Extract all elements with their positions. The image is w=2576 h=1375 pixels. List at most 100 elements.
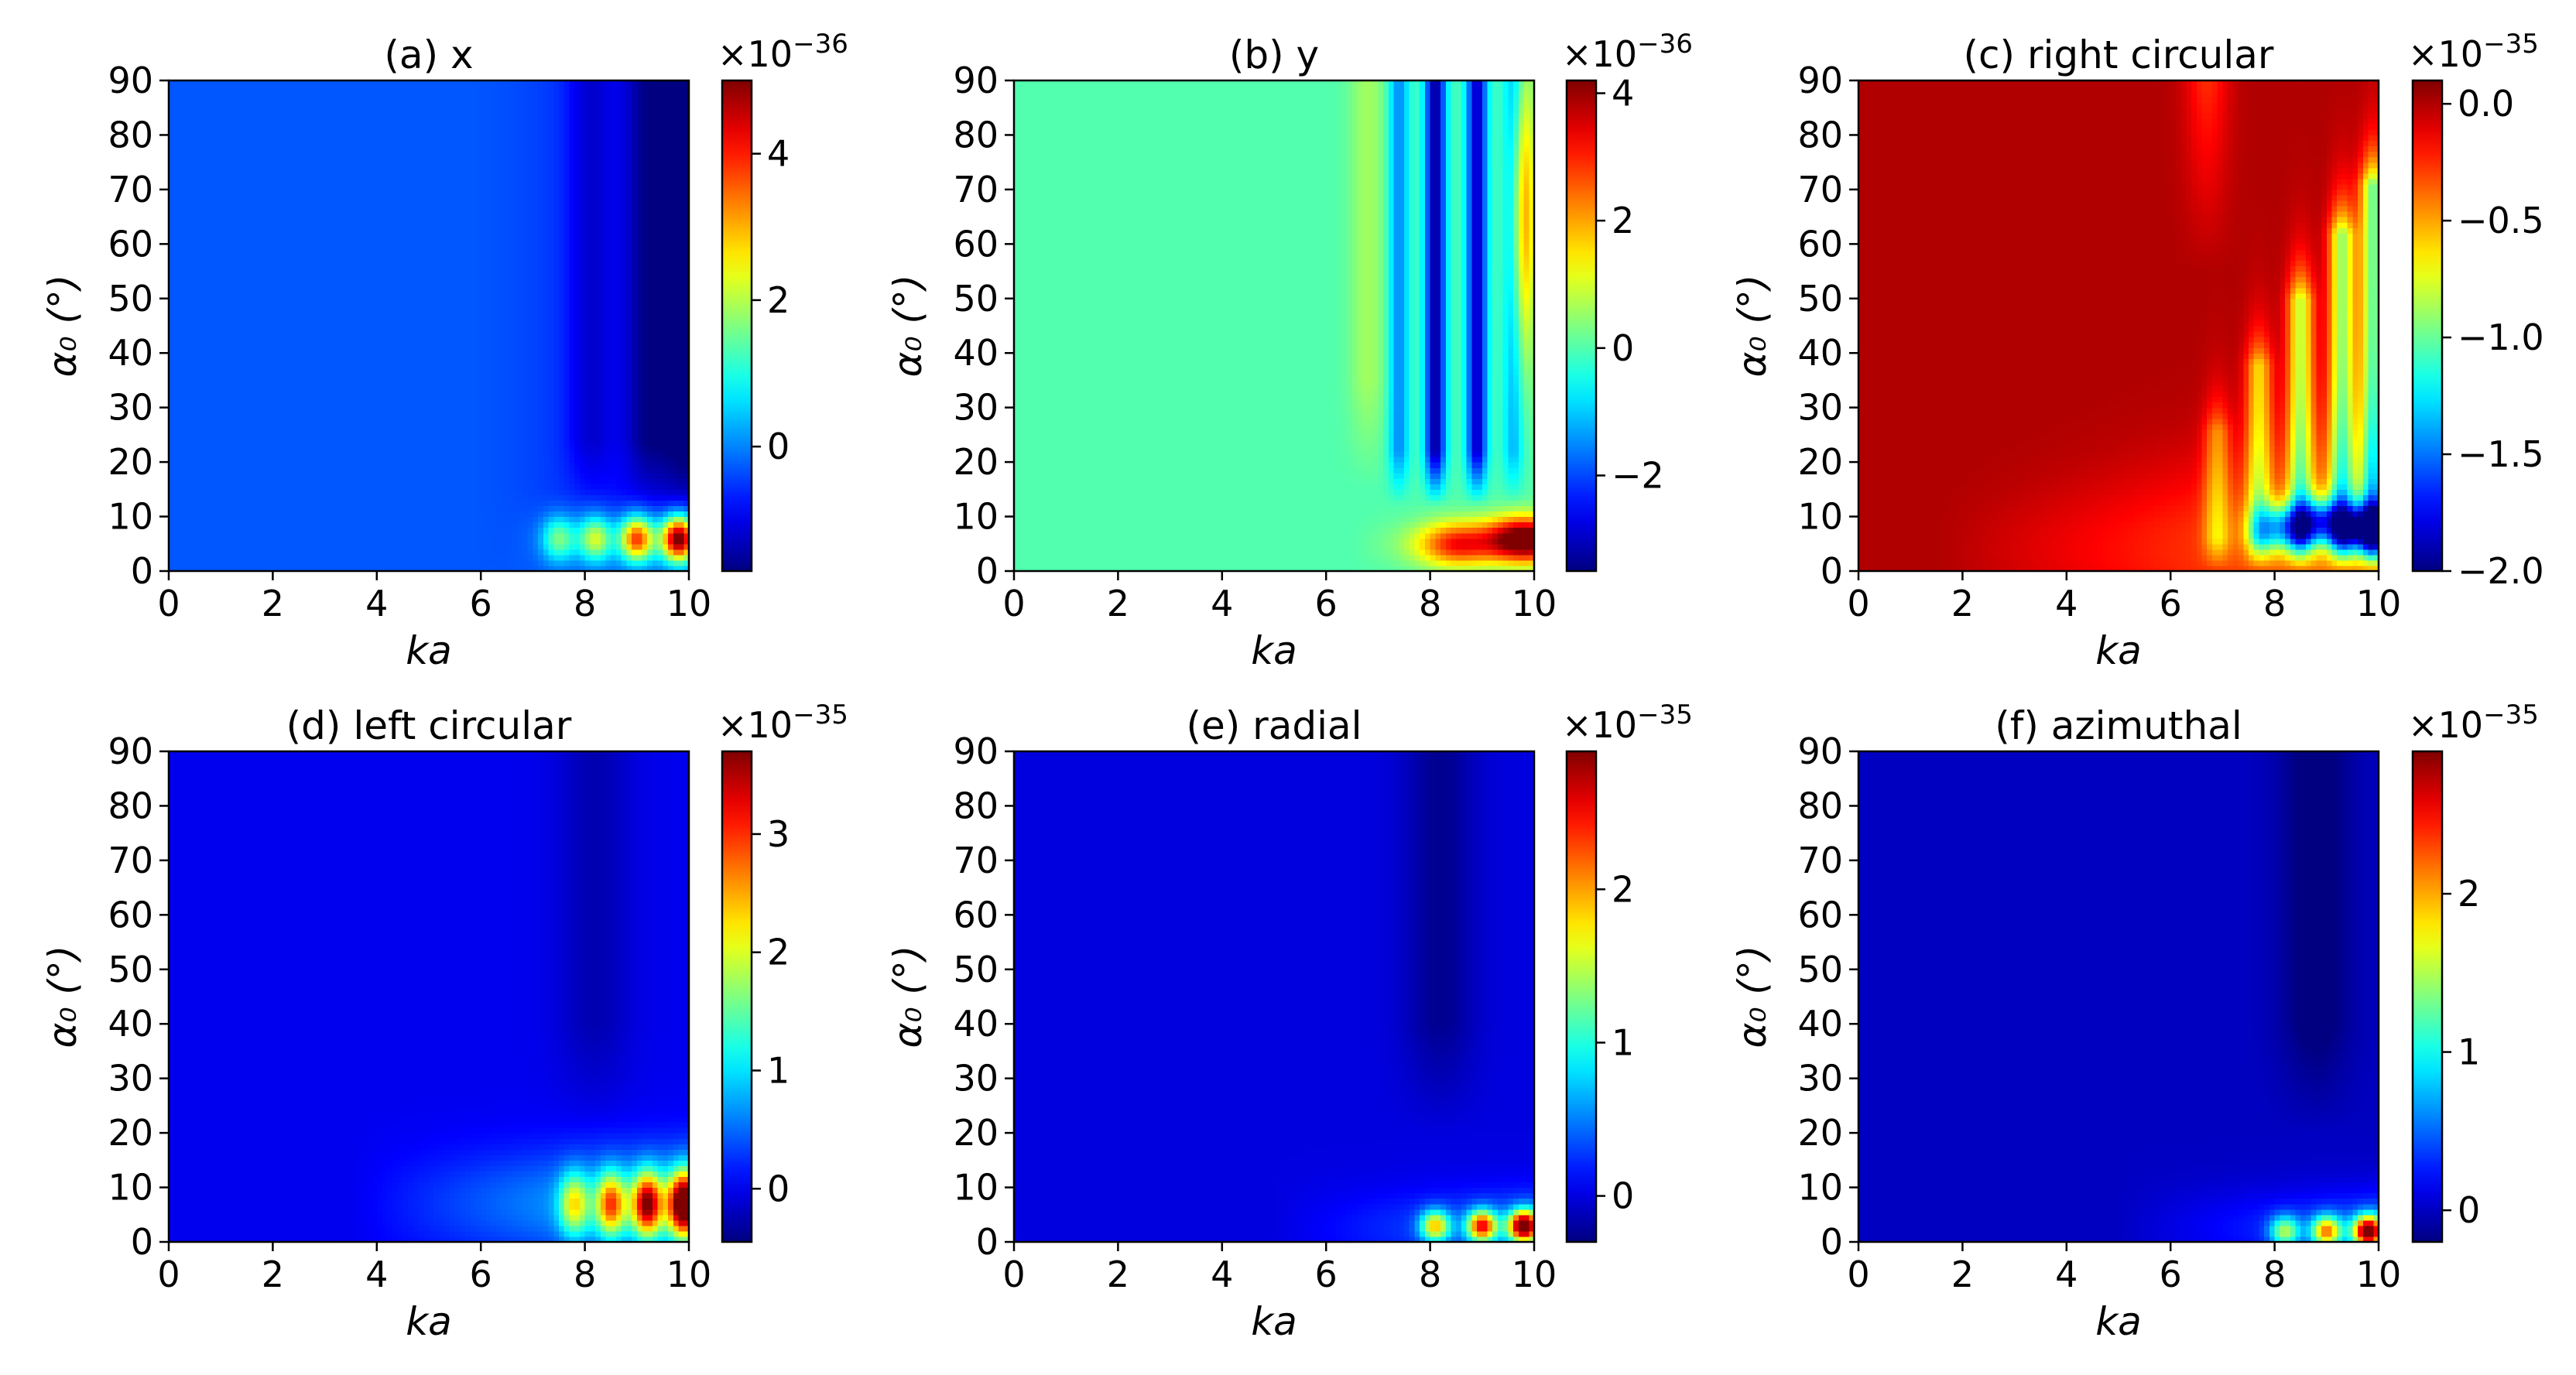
- heatmap-cell: [225, 412, 232, 419]
- heatmap-cell: [527, 385, 533, 392]
- heatmap-cell: [179, 549, 185, 556]
- heatmap-cell: [293, 369, 300, 375]
- heatmap-cell: [559, 500, 565, 507]
- heatmap-cell: [517, 303, 523, 310]
- heatmap-cell: [267, 375, 273, 381]
- heatmap-cell: [533, 440, 539, 446]
- heatmap-cell: [205, 489, 211, 495]
- heatmap-cell: [553, 303, 560, 310]
- heatmap-cell: [527, 375, 533, 381]
- heatmap-cell: [657, 380, 663, 387]
- heatmap-cell: [309, 347, 315, 354]
- heatmap-cell: [605, 505, 611, 512]
- heatmap-cell: [330, 484, 336, 490]
- heatmap-cell: [299, 375, 305, 381]
- heatmap-cell: [324, 484, 331, 490]
- heatmap-cell: [303, 484, 310, 490]
- heatmap-cell: [553, 331, 560, 337]
- heatmap-cell: [449, 337, 456, 343]
- heatmap-cell: [543, 489, 550, 495]
- heatmap-cell: [236, 494, 242, 501]
- heatmap-cell: [517, 489, 523, 495]
- heatmap-cell: [595, 505, 601, 512]
- heatmap-cell: [340, 445, 347, 452]
- heatmap-cell: [683, 331, 690, 337]
- heatmap-cell: [293, 538, 300, 545]
- heatmap-cell: [569, 473, 575, 479]
- heatmap-cell: [632, 527, 638, 534]
- heatmap-cell: [283, 347, 289, 354]
- heatmap-cell: [402, 309, 409, 316]
- heatmap-cell: [579, 418, 586, 425]
- heatmap-cell: [506, 522, 513, 528]
- heatmap-cell: [376, 434, 383, 441]
- heatmap-cell: [439, 522, 445, 528]
- heatmap-cell: [663, 412, 669, 419]
- heatmap-cell: [194, 309, 200, 316]
- heatmap-cell: [668, 391, 674, 398]
- heatmap-cell: [309, 478, 315, 484]
- heatmap-cell: [215, 391, 221, 398]
- heatmap-cell: [590, 494, 596, 501]
- heatmap-cell: [257, 337, 263, 343]
- heatmap-cell: [355, 559, 362, 566]
- heatmap-cell: [548, 331, 554, 337]
- heatmap-cell: [600, 532, 607, 539]
- heatmap-cell: [262, 303, 269, 310]
- heatmap-cell: [340, 364, 347, 370]
- heatmap-cell: [439, 385, 445, 392]
- heatmap-cell: [590, 549, 596, 556]
- heatmap-cell: [522, 440, 529, 446]
- heatmap-cell: [215, 320, 221, 327]
- heatmap-cell: [418, 347, 424, 354]
- heatmap-cell: [299, 484, 305, 490]
- heatmap-cell: [678, 303, 684, 310]
- heatmap-cell: [574, 385, 581, 392]
- heatmap-cell: [173, 559, 180, 566]
- heatmap-cell: [683, 478, 690, 484]
- heatmap-cell: [309, 375, 315, 381]
- heatmap-cell: [169, 380, 175, 387]
- heatmap-cell: [272, 527, 279, 534]
- heatmap-cell: [533, 554, 539, 561]
- heatmap-cell: [210, 451, 217, 457]
- heatmap-cell: [636, 309, 643, 316]
- heatmap-cell: [246, 423, 253, 430]
- heatmap-cell: [225, 500, 232, 507]
- heatmap-cell: [413, 451, 420, 457]
- heatmap-cell: [293, 522, 300, 528]
- heatmap-cell: [169, 462, 175, 468]
- heatmap-cell: [262, 429, 269, 436]
- heatmap-cell: [387, 320, 393, 327]
- heatmap-cell: [372, 320, 378, 327]
- heatmap-cell: [397, 298, 403, 305]
- heatmap-cell: [485, 331, 492, 337]
- heatmap-cell: [189, 457, 196, 463]
- heatmap-cell: [512, 309, 518, 316]
- heatmap-cell: [481, 489, 487, 495]
- heatmap-cell: [278, 375, 284, 381]
- heatmap-cell: [626, 516, 632, 523]
- heatmap-cell: [600, 391, 607, 398]
- heatmap-cell: [574, 489, 581, 495]
- heatmap-cell: [517, 549, 523, 556]
- heatmap-cell: [221, 412, 227, 419]
- heatmap-cell: [543, 380, 550, 387]
- heatmap-cell: [272, 342, 279, 348]
- heatmap-cell: [595, 434, 601, 441]
- heatmap-cell: [205, 320, 211, 327]
- heatmap-cell: [314, 532, 320, 539]
- heatmap-cell: [169, 478, 175, 484]
- heatmap-cell: [491, 423, 497, 430]
- heatmap-cell: [236, 511, 242, 518]
- heatmap-cell: [351, 527, 357, 534]
- heatmap-cell: [189, 511, 196, 518]
- heatmap-cell: [553, 467, 560, 474]
- heatmap-cell: [246, 484, 253, 490]
- heatmap-cell: [574, 440, 581, 446]
- heatmap-cell: [179, 380, 185, 387]
- heatmap-cell: [590, 369, 596, 375]
- heatmap-cell: [485, 451, 492, 457]
- heatmap-cell: [335, 298, 341, 305]
- heatmap-cell: [522, 309, 529, 316]
